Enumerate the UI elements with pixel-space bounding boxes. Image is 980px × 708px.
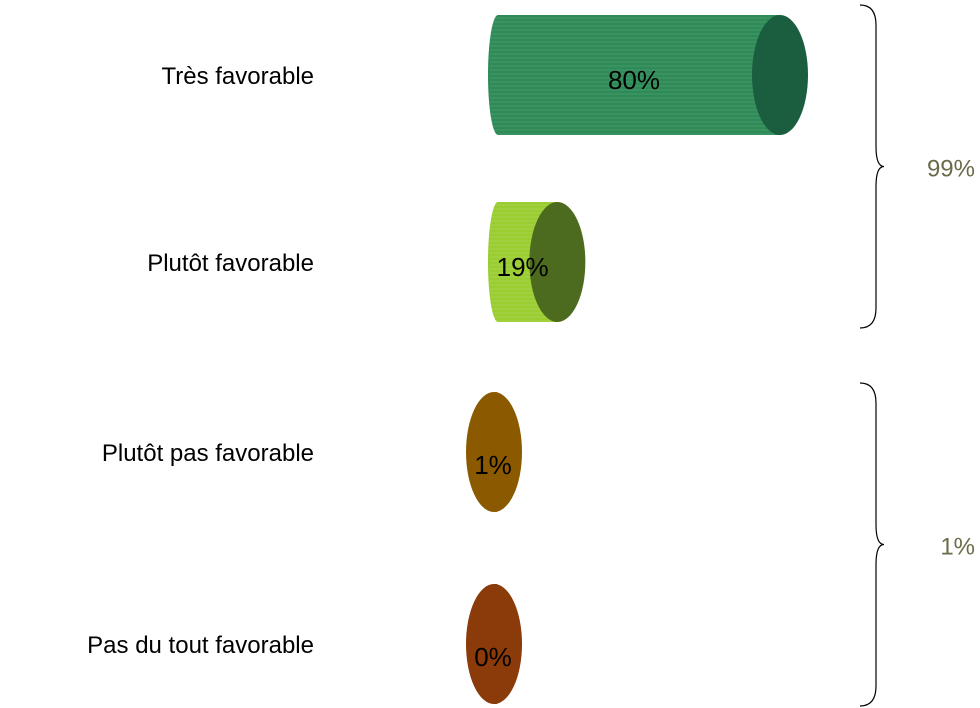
bar-4: 0% bbox=[466, 584, 522, 704]
bar-1: 80% bbox=[488, 15, 808, 135]
group-total-label: 1% bbox=[940, 534, 975, 561]
category-label: Plutôt favorable bbox=[147, 250, 314, 277]
value-label: 19% bbox=[497, 252, 549, 282]
bar-end-cap bbox=[752, 15, 808, 135]
bar-2: 19% bbox=[488, 202, 586, 322]
category-labels: Très favorable Plutôt favorable Plutôt pas… bbox=[87, 63, 314, 659]
bar-end-cap bbox=[529, 202, 586, 322]
category-label: Plutôt pas favorable bbox=[102, 440, 314, 467]
group-brace bbox=[859, 4, 885, 329]
value-label: 80% bbox=[608, 65, 660, 95]
bar-3: 1% bbox=[466, 392, 522, 512]
value-label: 1% bbox=[474, 450, 512, 480]
bar-end-cap bbox=[466, 392, 522, 512]
category-label: Très favorable bbox=[161, 63, 314, 90]
value-label: 0% bbox=[474, 642, 512, 672]
bar-end-cap bbox=[466, 584, 522, 704]
group-brace bbox=[859, 382, 885, 707]
category-label: Pas du tout favorable bbox=[87, 632, 314, 659]
group-braces: 99% 1% bbox=[859, 4, 975, 707]
bars: 80% 19% 1% 0% bbox=[466, 15, 808, 704]
bar-body bbox=[488, 15, 780, 135]
group-total-label: 99% bbox=[927, 156, 975, 183]
